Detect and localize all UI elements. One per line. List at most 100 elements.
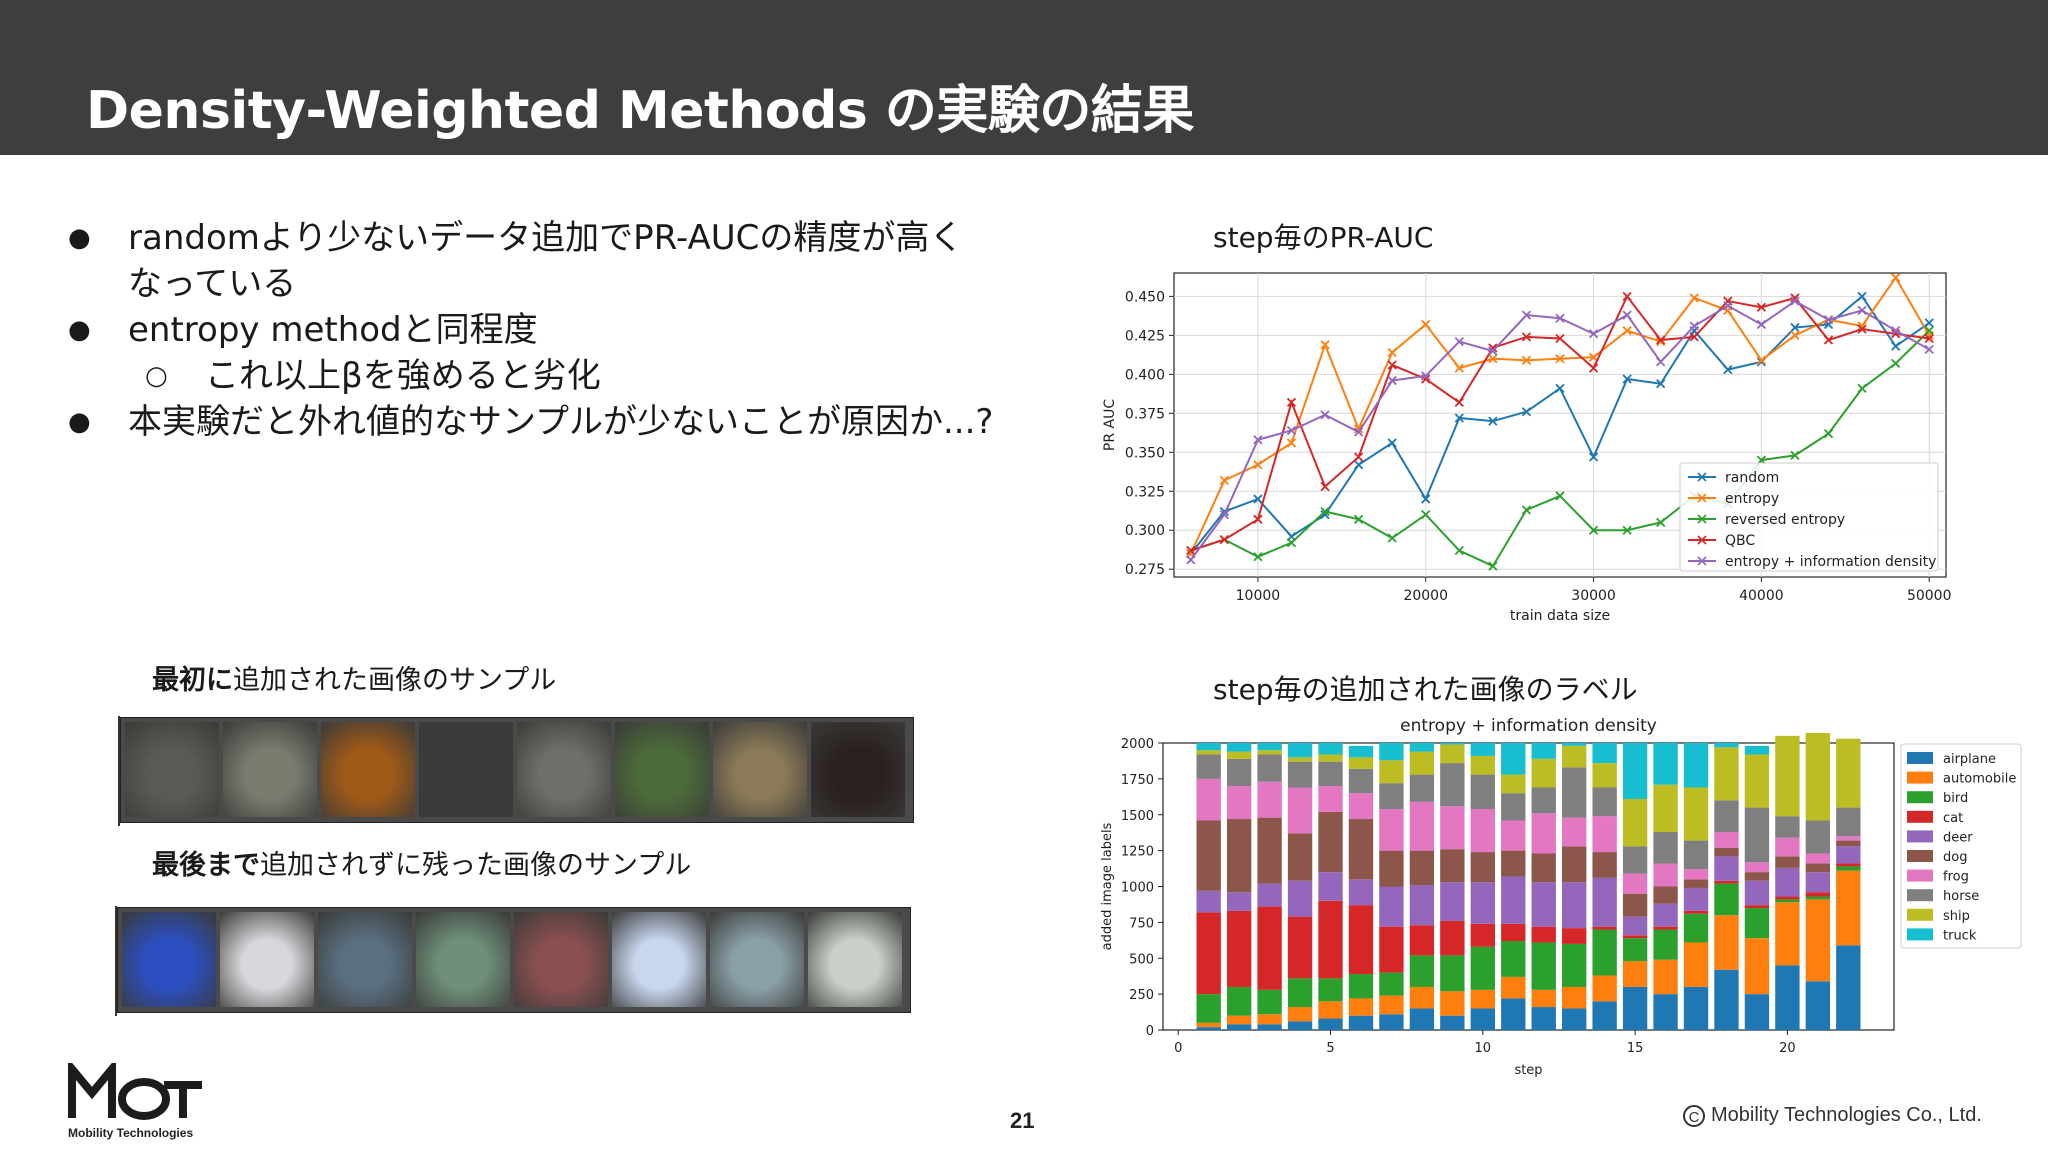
data-point-marker [1253,460,1263,470]
data-point-marker [1689,326,1699,336]
data-point-marker [1521,505,1532,515]
bar-segment [1409,743,1435,752]
bar-segment [1257,1014,1282,1025]
chart2-heading: step毎の追加された画像のラベル [1213,673,1638,706]
bar-segment [1287,833,1313,881]
y-tick-label: 0.450 [1125,289,1165,305]
strip-axis [118,716,120,826]
bullet-text: なっている [128,264,297,304]
data-point-marker [1622,525,1632,535]
bar-segment [1287,757,1313,762]
y-tick-label: 0 [1146,1024,1154,1039]
bar-segment [1470,809,1495,853]
bar-segment [1653,886,1678,904]
bar-segment [1348,879,1374,906]
copyright-icon: C [1683,1104,1705,1127]
logo-label: Mobility Technologies [68,1126,194,1140]
first-samples-label-bold: 最初に [152,665,233,696]
data-point-marker [1588,352,1599,362]
data-point-marker [1488,346,1498,356]
data-point-marker [1387,347,1397,358]
bar-segment [1836,870,1861,946]
bar-segment [1257,906,1282,990]
data-point-marker [1320,510,1330,520]
bar-segment [1409,751,1435,775]
bar-segment [1562,846,1587,883]
data-point-marker [1891,358,1901,369]
bar-segment [1531,926,1556,943]
x-tick-label: 10000 [1236,588,1281,604]
legend-marker [1697,472,1707,482]
bar-segment [1257,1024,1282,1030]
data-point-marker [1689,332,1699,342]
bar-segment [1318,872,1343,901]
bar-segment [1562,817,1587,847]
data-point-marker [1353,424,1364,434]
data-point-marker [1823,315,1834,325]
data-point-marker [1588,363,1599,373]
data-point-marker [1823,428,1834,439]
series-line [1190,294,1930,555]
data-point-marker [1421,494,1431,504]
bullet-text: 本実験だと外れ値的なサンプルが少ないことが原因か...? [128,402,994,442]
x-tick-label: 15 [1627,1041,1644,1056]
bar-segment [1226,892,1252,911]
bar-segment [1501,743,1526,775]
y-tick-label: 750 [1129,916,1154,931]
bar-segment [1836,945,1861,1030]
last-samples-label: 最後まで追加されずに残った画像のサンプル [152,843,691,882]
legend-marker [1697,556,1707,566]
data-point-marker [1588,329,1599,339]
bar-segment [1714,880,1739,884]
bar-segment [1562,743,1587,746]
bar-segment [1226,758,1252,787]
data-point-marker [1891,326,1901,336]
bar-segment [1775,867,1800,897]
bar-segment [1379,743,1404,761]
data-point-marker [1857,383,1867,394]
copyright: C Mobility Technologies Co., Ltd. [1683,1104,1982,1127]
bar-segment [1287,1021,1313,1030]
bar-segment [1379,783,1404,810]
legend-swatch [1907,850,1933,862]
data-point-marker [1521,407,1532,417]
bar-segment [1775,816,1800,838]
bar-segment [1440,882,1465,921]
bar-segment [1470,755,1495,775]
bar-segment [1379,809,1404,851]
bar-segment [1805,896,1831,900]
bar-segment [1196,750,1221,755]
legend-swatch [1907,791,1933,804]
bar-segment [1226,1015,1252,1025]
bar-segment [1683,913,1709,943]
bar-segment [1775,896,1800,900]
bar-segment [1226,751,1252,759]
bar-segment [1226,910,1252,987]
bar-segment [1683,787,1709,841]
bullet-text: これ以上βを強めると劣化 [205,356,601,396]
bullet-marker: ● [68,407,91,437]
data-point-marker [1756,355,1767,365]
bar-segment [1257,817,1282,884]
data-point-marker [1253,435,1263,445]
bar-segment [1592,852,1617,878]
legend-label: reversed entropy [1725,512,1845,528]
first-samples-label: 最初に追加された画像のサンプル [152,658,556,697]
bar-segment [1287,1007,1313,1022]
bar-segment [1226,986,1252,1016]
bar-segment [1805,892,1831,897]
data-point-marker [1689,293,1699,303]
data-point-marker [1656,335,1666,345]
data-point-marker [1488,354,1498,364]
bar-segment [1714,969,1739,1030]
data-point-marker [1454,413,1464,423]
sample-thumbnail [223,722,317,817]
legend-label: ship [1943,909,1970,924]
y-tick-label: 0.275 [1125,562,1165,578]
bar-segment [1470,946,1495,990]
legend-label: entropy [1725,491,1779,507]
bar-segment [1744,745,1770,755]
bar-segment [1622,846,1648,874]
sample-thumbnail [517,722,611,817]
bar-segment [1653,994,1678,1030]
